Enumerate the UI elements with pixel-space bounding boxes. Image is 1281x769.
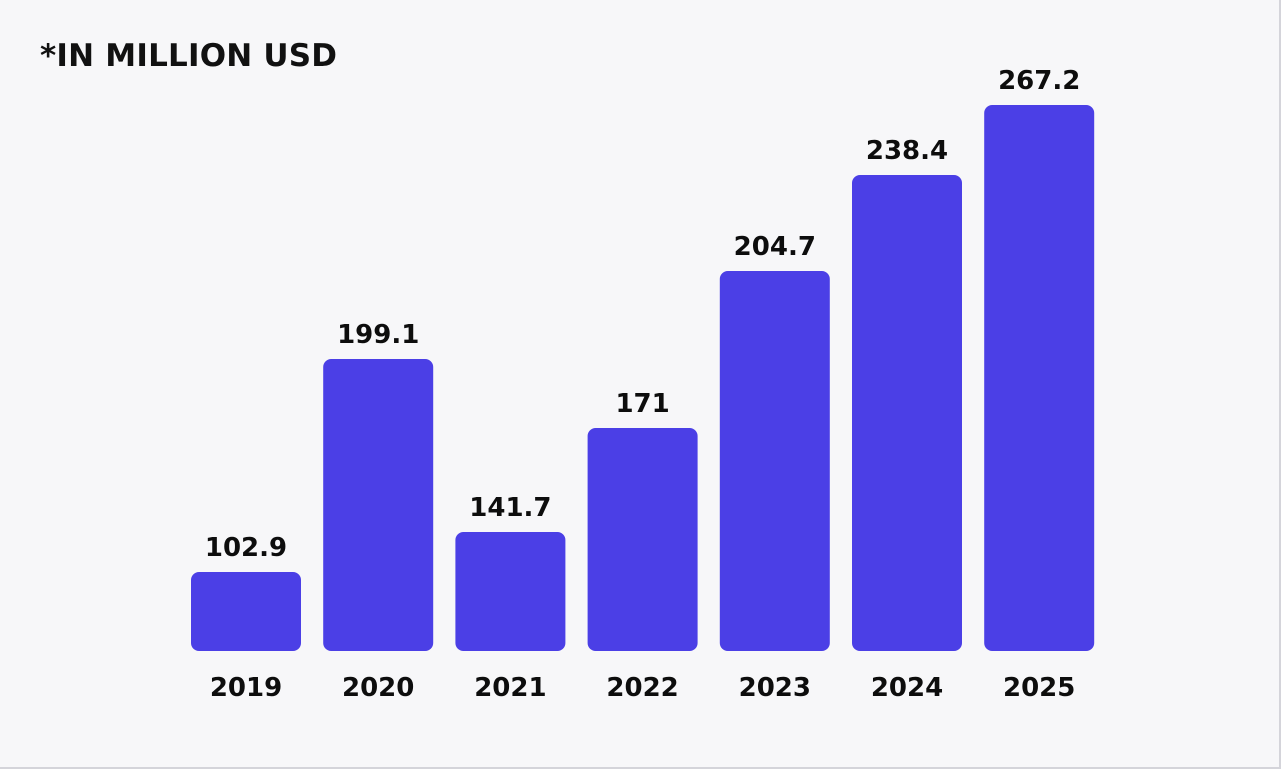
x-tick-2024: 2024 bbox=[871, 673, 943, 703]
x-tick-2025: 2025 bbox=[1003, 673, 1075, 703]
value-label-2020: 199.1 bbox=[337, 320, 419, 350]
bar-2021 bbox=[455, 532, 566, 651]
x-tick-2021: 2021 bbox=[474, 673, 546, 703]
value-label-2023: 204.7 bbox=[734, 232, 816, 262]
x-tick-2020: 2020 bbox=[342, 673, 414, 703]
value-label-2021: 141.7 bbox=[469, 493, 551, 523]
bar-2019 bbox=[191, 572, 301, 651]
x-tick-2019: 2019 bbox=[210, 673, 282, 703]
bar-2025 bbox=[984, 105, 1095, 651]
value-labels-group: 102.9 199.1 141.7 171 204.7 238.4 267.2 bbox=[205, 66, 1080, 563]
value-label-2022: 171 bbox=[615, 389, 669, 419]
value-label-2024: 238.4 bbox=[866, 136, 948, 166]
unit-label: *IN MILLION USD bbox=[40, 38, 338, 74]
bar-2022 bbox=[587, 428, 698, 651]
bars-group bbox=[191, 105, 1095, 651]
x-tick-2023: 2023 bbox=[739, 673, 811, 703]
bar-2023 bbox=[719, 271, 830, 651]
x-axis-tick-labels: 2019 2020 2021 2022 2023 2024 2025 bbox=[210, 673, 1076, 703]
value-label-2019: 102.9 bbox=[205, 533, 287, 563]
value-label-2025: 267.2 bbox=[998, 66, 1080, 96]
bar-2020 bbox=[323, 359, 434, 651]
x-tick-2022: 2022 bbox=[606, 673, 678, 703]
bar-2024 bbox=[852, 175, 962, 651]
